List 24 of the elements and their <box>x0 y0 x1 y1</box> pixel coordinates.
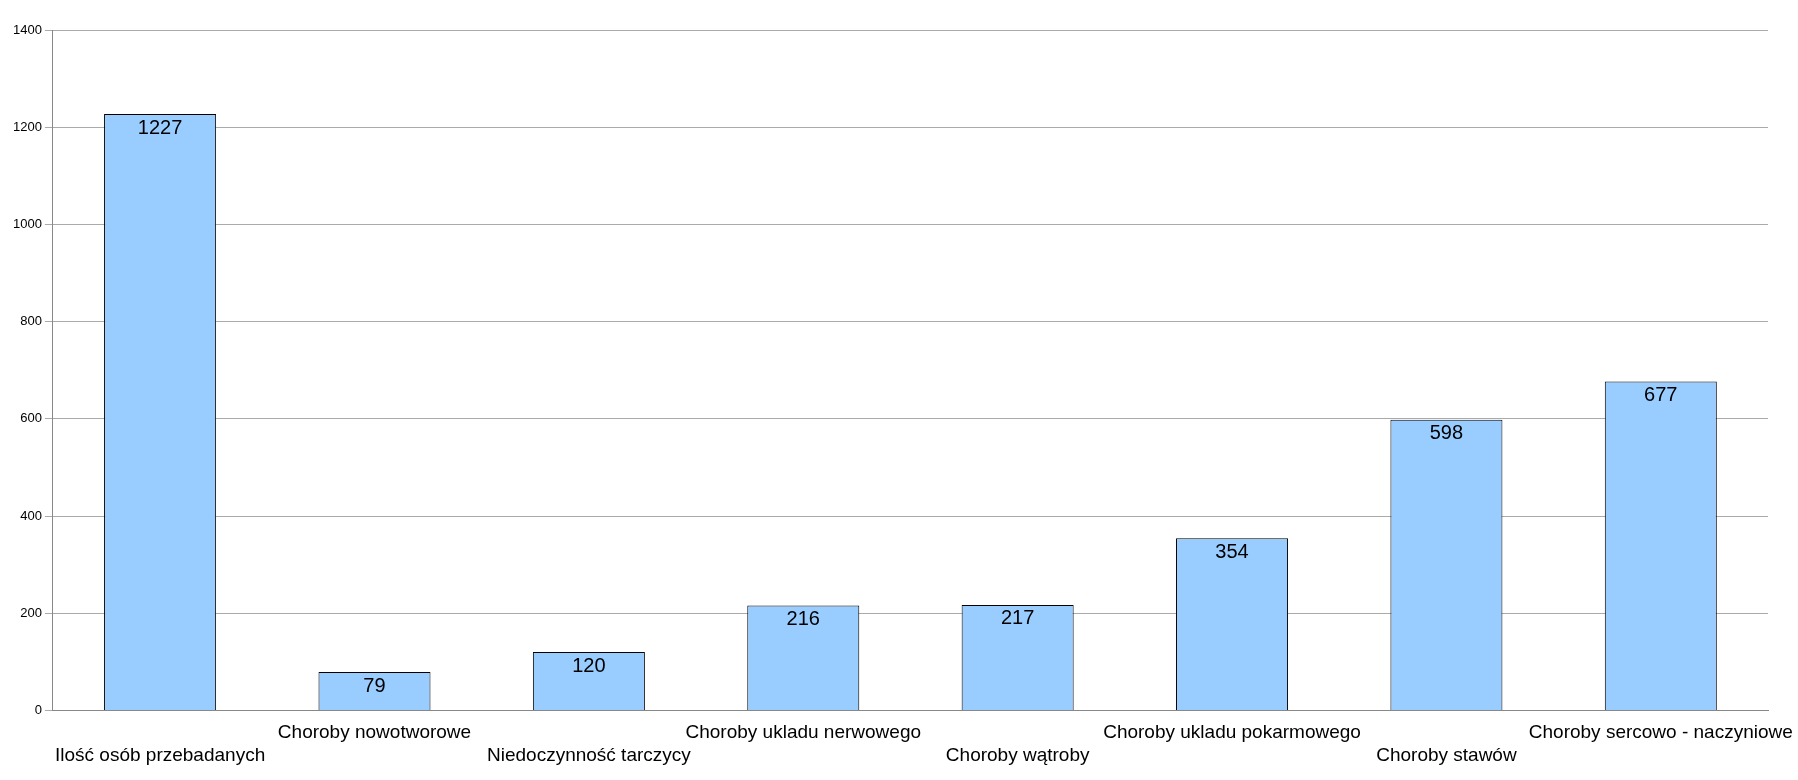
y-tick-label: 800 <box>20 313 42 329</box>
data-label: 120 <box>572 653 606 676</box>
y-tick-label: 1400 <box>13 21 42 37</box>
x-tick-label: Choroby wątroby <box>945 743 1090 765</box>
y-tick-label: 0 <box>34 701 42 717</box>
x-tick-label: Choroby nowotworowe <box>277 721 472 743</box>
y-tick-label: 600 <box>20 410 42 426</box>
x-tick-label: Choroby ukladu nerwowego <box>685 721 922 743</box>
data-label: 79 <box>363 673 386 696</box>
x-tick-label: Choroby stawów <box>1376 743 1517 765</box>
y-tick-label: 400 <box>20 507 42 523</box>
x-tick-label: Ilość osób przebadanych <box>55 743 266 765</box>
data-label: 217 <box>1000 606 1035 629</box>
data-label: 216 <box>786 606 820 629</box>
x-tick-label: Choroby sercowo - naczyniowe <box>1528 721 1793 743</box>
data-label: 677 <box>1644 382 1678 405</box>
y-tick-label: 1000 <box>13 215 42 231</box>
y-tick-label: 200 <box>20 604 42 620</box>
data-label: 598 <box>1429 421 1464 444</box>
x-tick-label: Niedoczynność tarczycy <box>486 743 692 765</box>
y-tick-label: 1200 <box>13 118 42 134</box>
data-label: 354 <box>1215 539 1249 562</box>
x-tick-label: Choroby ukladu pokarmowego <box>1103 721 1361 743</box>
data-label: 1227 <box>137 115 183 138</box>
